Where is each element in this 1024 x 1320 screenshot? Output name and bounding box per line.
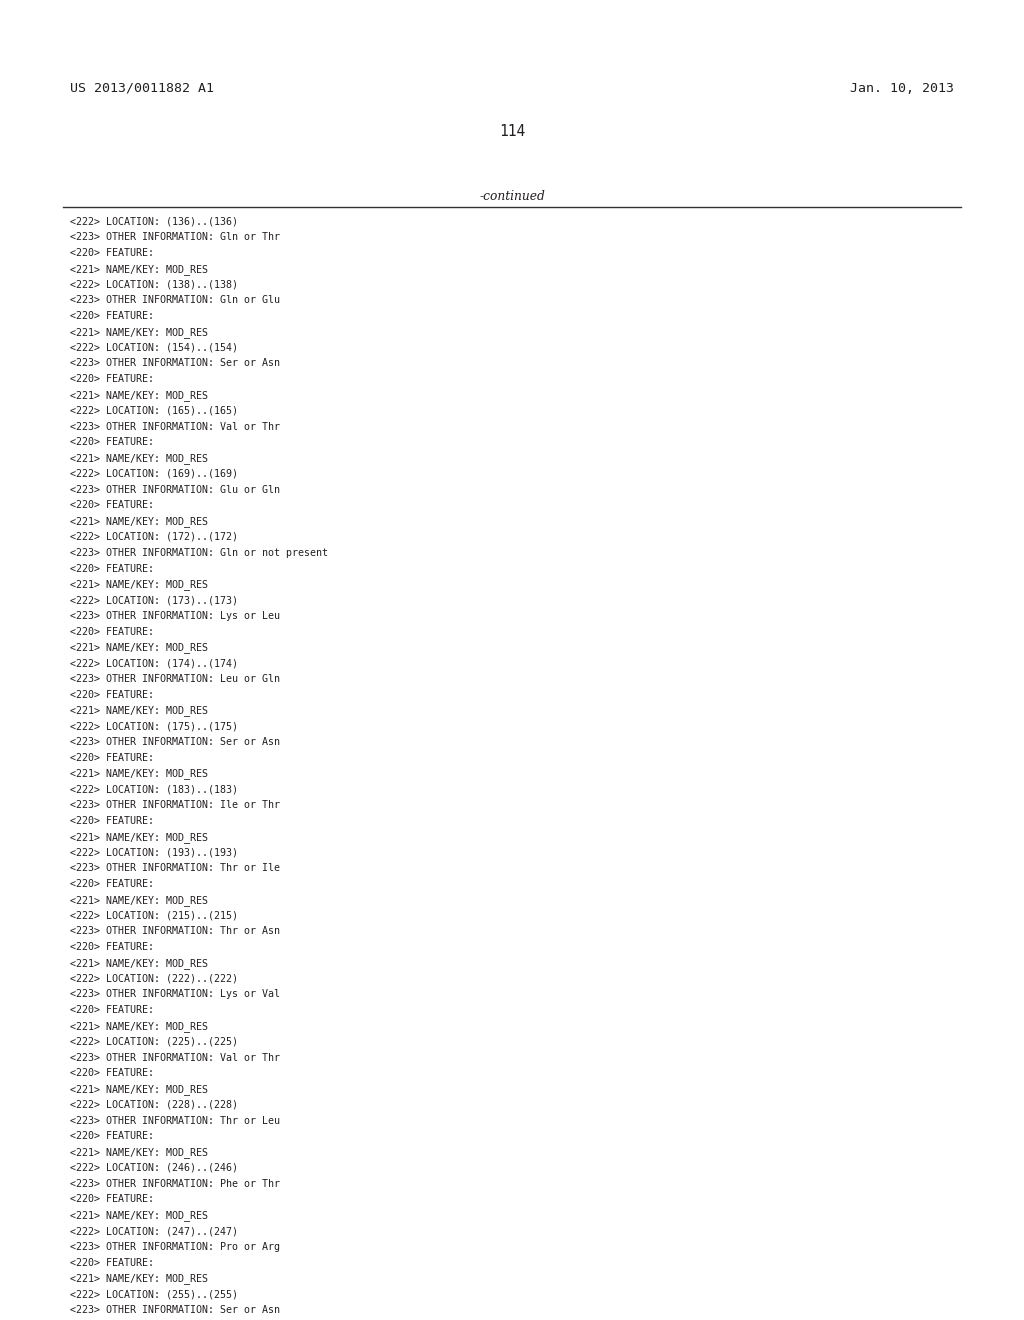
Text: <220> FEATURE:: <220> FEATURE: (70, 1131, 154, 1142)
Text: <220> FEATURE:: <220> FEATURE: (70, 1068, 154, 1078)
Text: <223> OTHER INFORMATION: Glu or Gln: <223> OTHER INFORMATION: Glu or Gln (70, 484, 280, 495)
Text: <223> OTHER INFORMATION: Thr or Asn: <223> OTHER INFORMATION: Thr or Asn (70, 927, 280, 936)
Text: <223> OTHER INFORMATION: Phe or Thr: <223> OTHER INFORMATION: Phe or Thr (70, 1179, 280, 1189)
Text: <220> FEATURE:: <220> FEATURE: (70, 816, 154, 826)
Text: <222> LOCATION: (169)..(169): <222> LOCATION: (169)..(169) (70, 469, 238, 479)
Text: <222> LOCATION: (136)..(136): <222> LOCATION: (136)..(136) (70, 216, 238, 227)
Text: <223> OTHER INFORMATION: Ser or Asn: <223> OTHER INFORMATION: Ser or Asn (70, 1305, 280, 1315)
Text: <222> LOCATION: (165)..(165): <222> LOCATION: (165)..(165) (70, 405, 238, 416)
Text: <220> FEATURE:: <220> FEATURE: (70, 627, 154, 636)
Text: <222> LOCATION: (215)..(215): <222> LOCATION: (215)..(215) (70, 911, 238, 920)
Text: <221> NAME/KEY: MOD_RES: <221> NAME/KEY: MOD_RES (70, 895, 208, 906)
Text: <222> LOCATION: (228)..(228): <222> LOCATION: (228)..(228) (70, 1100, 238, 1110)
Text: <223> OTHER INFORMATION: Gln or Thr: <223> OTHER INFORMATION: Gln or Thr (70, 232, 280, 243)
Text: <223> OTHER INFORMATION: Gln or Glu: <223> OTHER INFORMATION: Gln or Glu (70, 296, 280, 305)
Text: <222> LOCATION: (173)..(173): <222> LOCATION: (173)..(173) (70, 595, 238, 605)
Text: <221> NAME/KEY: MOD_RES: <221> NAME/KEY: MOD_RES (70, 453, 208, 465)
Text: <220> FEATURE:: <220> FEATURE: (70, 248, 154, 257)
Text: <222> LOCATION: (225)..(225): <222> LOCATION: (225)..(225) (70, 1036, 238, 1047)
Text: <221> NAME/KEY: MOD_RES: <221> NAME/KEY: MOD_RES (70, 643, 208, 653)
Text: <222> LOCATION: (193)..(193): <222> LOCATION: (193)..(193) (70, 847, 238, 858)
Text: <223> OTHER INFORMATION: Gln or not present: <223> OTHER INFORMATION: Gln or not pres… (70, 548, 328, 558)
Text: <221> NAME/KEY: MOD_RES: <221> NAME/KEY: MOD_RES (70, 832, 208, 842)
Text: US 2013/0011882 A1: US 2013/0011882 A1 (70, 82, 214, 95)
Text: <222> LOCATION: (255)..(255): <222> LOCATION: (255)..(255) (70, 1290, 238, 1299)
Text: <223> OTHER INFORMATION: Ser or Asn: <223> OTHER INFORMATION: Ser or Asn (70, 359, 280, 368)
Text: <221> NAME/KEY: MOD_RES: <221> NAME/KEY: MOD_RES (70, 264, 208, 275)
Text: <222> LOCATION: (247)..(247): <222> LOCATION: (247)..(247) (70, 1226, 238, 1236)
Text: <220> FEATURE:: <220> FEATURE: (70, 942, 154, 952)
Text: <221> NAME/KEY: MOD_RES: <221> NAME/KEY: MOD_RES (70, 516, 208, 527)
Text: 114: 114 (499, 124, 525, 139)
Text: <221> NAME/KEY: MOD_RES: <221> NAME/KEY: MOD_RES (70, 768, 208, 780)
Text: <220> FEATURE:: <220> FEATURE: (70, 879, 154, 888)
Text: <220> FEATURE:: <220> FEATURE: (70, 312, 154, 321)
Text: <223> OTHER INFORMATION: Thr or Ile: <223> OTHER INFORMATION: Thr or Ile (70, 863, 280, 874)
Text: Jan. 10, 2013: Jan. 10, 2013 (850, 82, 954, 95)
Text: <221> NAME/KEY: MOD_RES: <221> NAME/KEY: MOD_RES (70, 327, 208, 338)
Text: <220> FEATURE:: <220> FEATURE: (70, 1006, 154, 1015)
Text: <222> LOCATION: (154)..(154): <222> LOCATION: (154)..(154) (70, 343, 238, 352)
Text: <220> FEATURE:: <220> FEATURE: (70, 1195, 154, 1204)
Text: <221> NAME/KEY: MOD_RES: <221> NAME/KEY: MOD_RES (70, 705, 208, 717)
Text: <222> LOCATION: (138)..(138): <222> LOCATION: (138)..(138) (70, 280, 238, 289)
Text: <221> NAME/KEY: MOD_RES: <221> NAME/KEY: MOD_RES (70, 1274, 208, 1284)
Text: <223> OTHER INFORMATION: Thr or Leu: <223> OTHER INFORMATION: Thr or Leu (70, 1115, 280, 1126)
Text: <223> OTHER INFORMATION: Ser or Asn: <223> OTHER INFORMATION: Ser or Asn (70, 737, 280, 747)
Text: <222> LOCATION: (172)..(172): <222> LOCATION: (172)..(172) (70, 532, 238, 543)
Text: <220> FEATURE:: <220> FEATURE: (70, 500, 154, 511)
Text: <221> NAME/KEY: MOD_RES: <221> NAME/KEY: MOD_RES (70, 1147, 208, 1158)
Text: -continued: -continued (479, 190, 545, 203)
Text: <220> FEATURE:: <220> FEATURE: (70, 437, 154, 447)
Text: <220> FEATURE:: <220> FEATURE: (70, 375, 154, 384)
Text: <221> NAME/KEY: MOD_RES: <221> NAME/KEY: MOD_RES (70, 1084, 208, 1096)
Text: <223> OTHER INFORMATION: Ile or Thr: <223> OTHER INFORMATION: Ile or Thr (70, 800, 280, 810)
Text: <222> LOCATION: (222)..(222): <222> LOCATION: (222)..(222) (70, 974, 238, 983)
Text: <221> NAME/KEY: MOD_RES: <221> NAME/KEY: MOD_RES (70, 1210, 208, 1221)
Text: <222> LOCATION: (246)..(246): <222> LOCATION: (246)..(246) (70, 1163, 238, 1173)
Text: <221> NAME/KEY: MOD_RES: <221> NAME/KEY: MOD_RES (70, 958, 208, 969)
Text: <222> LOCATION: (175)..(175): <222> LOCATION: (175)..(175) (70, 721, 238, 731)
Text: <222> LOCATION: (174)..(174): <222> LOCATION: (174)..(174) (70, 659, 238, 668)
Text: <220> FEATURE:: <220> FEATURE: (70, 689, 154, 700)
Text: <221> NAME/KEY: MOD_RES: <221> NAME/KEY: MOD_RES (70, 1020, 208, 1032)
Text: <221> NAME/KEY: MOD_RES: <221> NAME/KEY: MOD_RES (70, 389, 208, 401)
Text: <222> LOCATION: (183)..(183): <222> LOCATION: (183)..(183) (70, 784, 238, 795)
Text: <223> OTHER INFORMATION: Val or Thr: <223> OTHER INFORMATION: Val or Thr (70, 421, 280, 432)
Text: <223> OTHER INFORMATION: Leu or Gln: <223> OTHER INFORMATION: Leu or Gln (70, 675, 280, 684)
Text: <221> NAME/KEY: MOD_RES: <221> NAME/KEY: MOD_RES (70, 579, 208, 590)
Text: <223> OTHER INFORMATION: Lys or Leu: <223> OTHER INFORMATION: Lys or Leu (70, 611, 280, 620)
Text: <223> OTHER INFORMATION: Lys or Val: <223> OTHER INFORMATION: Lys or Val (70, 990, 280, 999)
Text: <223> OTHER INFORMATION: Val or Thr: <223> OTHER INFORMATION: Val or Thr (70, 1052, 280, 1063)
Text: <220> FEATURE:: <220> FEATURE: (70, 564, 154, 573)
Text: <220> FEATURE:: <220> FEATURE: (70, 1258, 154, 1267)
Text: <223> OTHER INFORMATION: Pro or Arg: <223> OTHER INFORMATION: Pro or Arg (70, 1242, 280, 1251)
Text: <220> FEATURE:: <220> FEATURE: (70, 752, 154, 763)
